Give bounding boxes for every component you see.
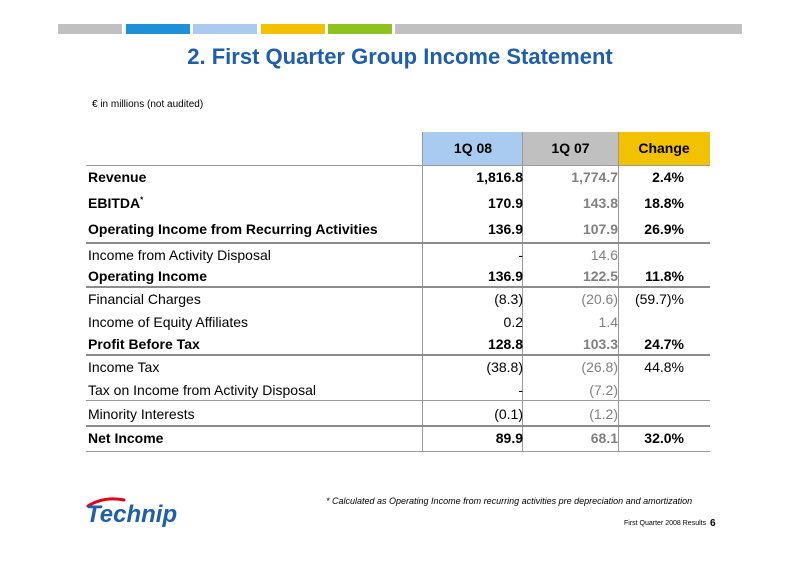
top-color-bar bbox=[0, 24, 800, 34]
value-1q08: (38.8) bbox=[486, 359, 523, 375]
value-1q08: - bbox=[518, 247, 523, 263]
value-change: 32.0% bbox=[644, 430, 684, 446]
value-1q08: 136.9 bbox=[487, 268, 523, 284]
value-1q07: (7.2) bbox=[589, 382, 618, 398]
value-1q08: 136.9 bbox=[487, 221, 523, 237]
row-label: Income of Equity Affiliates bbox=[88, 314, 249, 330]
value-1q07: 1.4 bbox=[598, 314, 618, 330]
row-label: Net Income bbox=[88, 430, 164, 446]
value-1q08: 1,816.8 bbox=[476, 169, 523, 185]
value-1q08: 89.9 bbox=[495, 430, 523, 446]
row-label: Income Tax bbox=[88, 359, 160, 375]
value-1q07: 68.1 bbox=[590, 430, 618, 446]
bar-segment bbox=[126, 24, 190, 34]
footnote-marker: * bbox=[140, 195, 144, 205]
row-label: Minority Interests bbox=[88, 406, 195, 422]
row-label: Tax on Income from Activity Disposal bbox=[88, 382, 316, 398]
value-1q07: 143.8 bbox=[582, 195, 618, 211]
value-1q08: (8.3) bbox=[494, 291, 523, 307]
page-number: 6 bbox=[710, 518, 716, 529]
logo-swoosh bbox=[86, 497, 126, 508]
divider bbox=[86, 286, 710, 288]
value-1q08: - bbox=[518, 382, 523, 398]
value-1q08: 0.2 bbox=[503, 314, 523, 330]
value-1q07: (1.2) bbox=[589, 406, 618, 422]
value-change: 24.7% bbox=[644, 336, 684, 352]
divider bbox=[86, 425, 710, 427]
divider bbox=[618, 132, 619, 452]
row-label: Revenue bbox=[88, 169, 147, 185]
bar-segment bbox=[193, 24, 257, 34]
value-1q08: 128.8 bbox=[487, 336, 523, 352]
divider bbox=[522, 132, 523, 452]
bar-segment bbox=[261, 24, 325, 34]
income-statement-table: 1Q 08 1Q 07 Change Revenue 1,816.8 1,774… bbox=[86, 132, 710, 452]
value-1q07: 103.3 bbox=[582, 336, 618, 352]
value-1q08: 170.9 bbox=[487, 195, 523, 211]
value-1q08: (0.1) bbox=[494, 406, 523, 422]
value-1q07: 1,774.7 bbox=[571, 169, 618, 185]
divider bbox=[86, 165, 710, 166]
row-label: Financial Charges bbox=[88, 291, 201, 307]
value-1q07: (20.6) bbox=[581, 291, 618, 307]
divider bbox=[86, 451, 710, 452]
divider bbox=[422, 132, 423, 452]
row-label: Operating Income from Recurring Activiti… bbox=[88, 221, 378, 237]
row-label: EBITDA bbox=[88, 195, 141, 211]
divider bbox=[86, 354, 710, 356]
column-header-change: Change bbox=[618, 132, 710, 165]
divider bbox=[86, 400, 710, 401]
value-1q07: 14.6 bbox=[590, 247, 618, 263]
value-change: 26.9% bbox=[644, 221, 684, 237]
value-1q07: (26.8) bbox=[581, 359, 618, 375]
page-title: 2. First Quarter Group Income Statement bbox=[187, 44, 613, 69]
value-1q07: 107.9 bbox=[582, 221, 618, 237]
bar-segment bbox=[395, 24, 742, 34]
divider bbox=[86, 242, 710, 244]
technip-logo-icon: Technip bbox=[86, 497, 177, 528]
logo-text: Technip bbox=[86, 501, 177, 528]
row-label: Income from Activity Disposal bbox=[88, 247, 271, 263]
unit-note: € in millions (not audited) bbox=[92, 99, 204, 110]
value-1q07: 122.5 bbox=[582, 268, 618, 284]
footnote: * Calculated as Operating Income from re… bbox=[326, 496, 693, 506]
value-change: (59.7)% bbox=[634, 291, 684, 307]
value-change: 11.8% bbox=[645, 268, 684, 284]
value-change: 44.8% bbox=[644, 359, 684, 375]
column-header-1q08: 1Q 08 bbox=[423, 132, 523, 165]
row-label: Operating Income bbox=[88, 268, 208, 284]
value-change: 18.8% bbox=[644, 195, 684, 211]
row-label: Profit Before Tax bbox=[88, 336, 200, 352]
bar-segment bbox=[58, 24, 122, 34]
value-change: 2.4% bbox=[652, 169, 684, 185]
bar-segment bbox=[328, 24, 392, 34]
footer-text: First Quarter 2008 Results bbox=[624, 520, 707, 527]
column-header-1q07: 1Q 07 bbox=[523, 132, 618, 165]
